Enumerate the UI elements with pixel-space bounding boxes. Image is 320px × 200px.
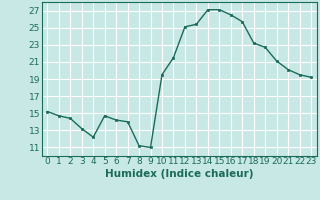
X-axis label: Humidex (Indice chaleur): Humidex (Indice chaleur)	[105, 169, 253, 179]
